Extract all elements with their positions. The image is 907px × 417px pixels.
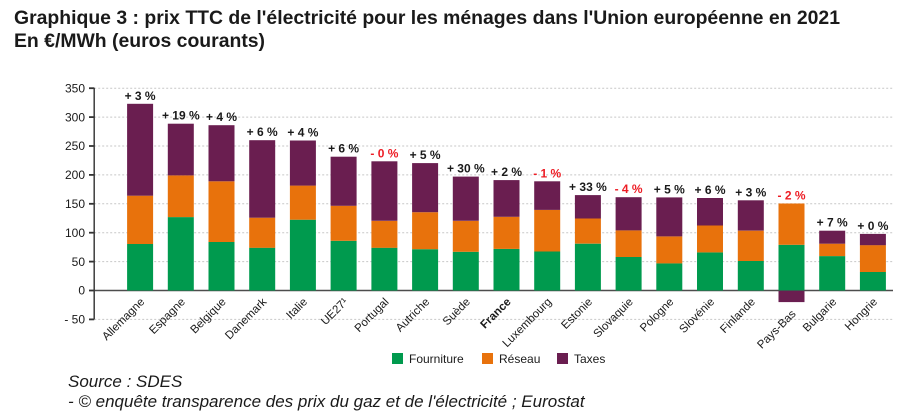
svg-text:+ 3 %: + 3 % <box>125 89 156 103</box>
svg-text:350: 350 <box>65 81 85 95</box>
svg-text:+ 0 %: + 0 % <box>857 219 888 233</box>
svg-text:50: 50 <box>72 255 86 269</box>
svg-text:150: 150 <box>65 197 85 211</box>
svg-text:Fourniture: Fourniture <box>409 352 464 366</box>
svg-text:Pologne: Pologne <box>638 296 676 334</box>
svg-text:- 2 %: - 2 % <box>777 189 805 203</box>
svg-text:- 4 %: - 4 % <box>615 182 643 196</box>
svg-text:Italie: Italie <box>284 296 310 322</box>
svg-text:France: France <box>478 296 513 331</box>
svg-text:250: 250 <box>65 139 85 153</box>
svg-text:+ 33 %: + 33 % <box>569 180 607 194</box>
svg-text:+ 5 %: + 5 % <box>654 182 685 196</box>
svg-text:+ 6 %: + 6 % <box>247 125 278 139</box>
svg-text:Slovaquie: Slovaquie <box>592 296 636 340</box>
svg-text:Belgique: Belgique <box>188 296 228 336</box>
svg-text:Hongrie: Hongrie <box>843 296 880 333</box>
svg-text:- 50: - 50 <box>64 313 85 327</box>
svg-text:Espagne: Espagne <box>147 296 188 337</box>
svg-text:- 1 %: - 1 % <box>533 166 561 180</box>
svg-text:+ 4 %: + 4 % <box>287 126 318 140</box>
svg-text:Finlande: Finlande <box>718 296 758 336</box>
svg-text:200: 200 <box>65 168 85 182</box>
svg-text:Autriche: Autriche <box>394 296 432 334</box>
svg-text:0: 0 <box>78 284 85 298</box>
svg-text:Slovénie: Slovénie <box>677 296 717 336</box>
svg-text:Bulgarie: Bulgarie <box>801 296 839 334</box>
svg-text:Suède: Suède <box>441 296 473 328</box>
svg-text:Estonie: Estonie <box>559 296 595 332</box>
svg-text:+ 6 %: + 6 % <box>694 183 725 197</box>
svg-text:+ 3 %: + 3 % <box>735 185 766 199</box>
svg-text:+ 5 %: + 5 % <box>410 148 441 162</box>
svg-text:Portugal: Portugal <box>353 296 392 335</box>
svg-text:Réseau: Réseau <box>499 352 540 366</box>
svg-text:+ 6 %: + 6 % <box>328 142 359 156</box>
svg-text:UE27¹: UE27¹ <box>319 296 351 328</box>
svg-text:- 0 %: - 0 % <box>370 146 398 160</box>
svg-text:+ 4 %: + 4 % <box>206 110 237 124</box>
svg-text:Taxes: Taxes <box>574 352 605 366</box>
svg-text:+ 19 %: + 19 % <box>162 109 200 123</box>
svg-text:300: 300 <box>65 110 85 124</box>
svg-text:+ 7 %: + 7 % <box>817 216 848 230</box>
svg-text:+ 30 %: + 30 % <box>447 162 485 176</box>
svg-text:+ 2 %: + 2 % <box>491 165 522 179</box>
svg-text:Pays-Bas: Pays-Bas <box>755 308 798 351</box>
svg-text:100: 100 <box>65 226 85 240</box>
